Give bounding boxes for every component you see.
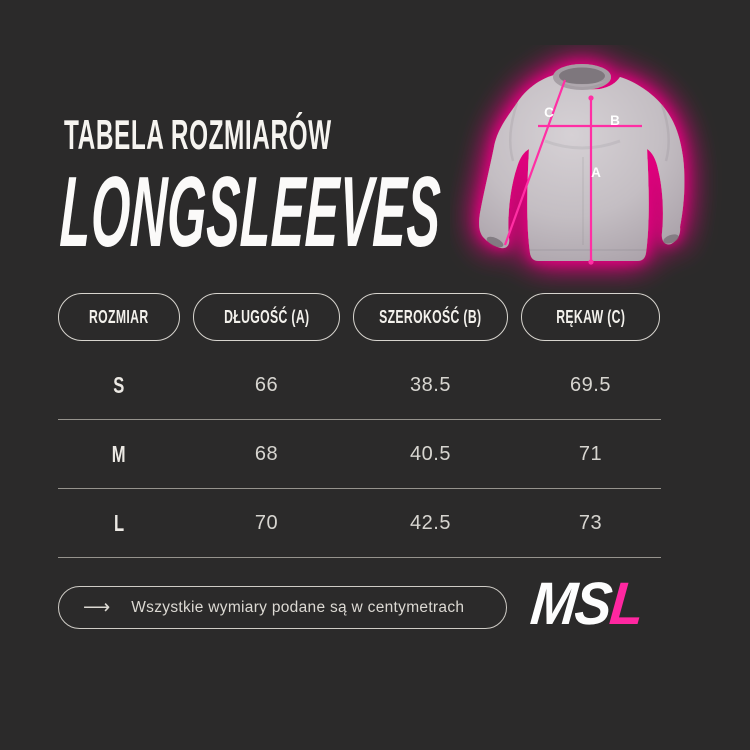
page-title: LONGSLEEVES <box>58 156 443 268</box>
shirt-measurement-diagram: C B A <box>450 45 750 305</box>
page-subtitle: TABELA ROZMIARÓW <box>64 111 332 158</box>
header-pill-rozmiar: ROZMIAR <box>58 293 180 341</box>
units-note-pill: ⟶ Wszystkie wymiary podane są w centymet… <box>58 586 507 629</box>
size-value: M <box>111 440 127 467</box>
header-label: ROZMIAR <box>89 306 149 327</box>
table-row-s: S 66 38.5 69.5 <box>58 351 661 420</box>
left-cuff-shadow <box>486 236 504 248</box>
header-label: DŁUGOŚĆ (A) <box>223 306 310 327</box>
units-note-text: Wszystkie wymiary podane są w centymetra… <box>131 598 465 616</box>
size-cell: L <box>58 489 180 557</box>
size-cell: S <box>58 351 180 419</box>
width-cell: 40.5 <box>353 420 508 488</box>
msl-logo: MSL <box>528 570 645 637</box>
label-a: A <box>591 165 601 180</box>
table-body: S 66 38.5 69.5 M 68 40.5 71 L 70 42.5 73 <box>58 351 661 558</box>
header-label: SZEROKOŚĆ (B) <box>379 306 482 327</box>
header-pill-szerokosc: SZEROKOŚĆ (B) <box>353 293 508 341</box>
length-cell: 68 <box>193 420 340 488</box>
measurement-letters: C B A <box>544 105 620 180</box>
size-table: ROZMIAR DŁUGOŚĆ (A) SZEROKOŚĆ (B) RĘKAW … <box>58 293 661 558</box>
width-value: 42.5 <box>410 511 451 534</box>
sleeve-cell: 69.5 <box>521 351 660 419</box>
right-cuff-shadow <box>663 234 679 244</box>
length-cell: 66 <box>193 351 340 419</box>
table-row-m: M 68 40.5 71 <box>58 420 661 489</box>
width-value: 38.5 <box>410 373 451 396</box>
measurement-lines <box>503 79 642 262</box>
length-cell: 70 <box>193 489 340 557</box>
label-b: B <box>610 113 620 128</box>
width-cell: 38.5 <box>353 351 508 419</box>
sleeve-value: 69.5 <box>570 373 611 396</box>
longsleeve-shirt-illustration: C B A <box>479 64 685 265</box>
label-c: C <box>544 105 554 120</box>
table-row-l: L 70 42.5 73 <box>58 489 661 558</box>
measure-line-c <box>503 79 567 246</box>
size-value: L <box>113 509 125 536</box>
measurement-endpoints <box>588 95 594 265</box>
table-header-row: ROZMIAR DŁUGOŚĆ (A) SZEROKOŚĆ (B) RĘKAW … <box>58 293 661 341</box>
length-value: 70 <box>254 511 279 534</box>
size-cell: M <box>58 420 180 488</box>
sleeve-cell: 73 <box>521 489 660 557</box>
length-value: 66 <box>254 373 279 396</box>
logo-text-pink: L <box>607 570 646 637</box>
header-pill-rekaw: RĘKAW (C) <box>521 293 660 341</box>
shirt-body <box>479 64 685 261</box>
logo-text-white: MS <box>527 570 614 637</box>
length-value: 68 <box>254 442 279 465</box>
sleeve-value: 73 <box>578 511 603 534</box>
header-pill-dlugosc: DŁUGOŚĆ (A) <box>193 293 340 341</box>
sleeve-cell: 71 <box>521 420 660 488</box>
width-value: 40.5 <box>410 442 451 465</box>
width-cell: 42.5 <box>353 489 508 557</box>
size-value: S <box>113 371 125 398</box>
right-arrow-icon: ⟶ <box>83 597 111 618</box>
header-label: RĘKAW (C) <box>555 306 626 327</box>
sleeve-value: 71 <box>578 442 603 465</box>
